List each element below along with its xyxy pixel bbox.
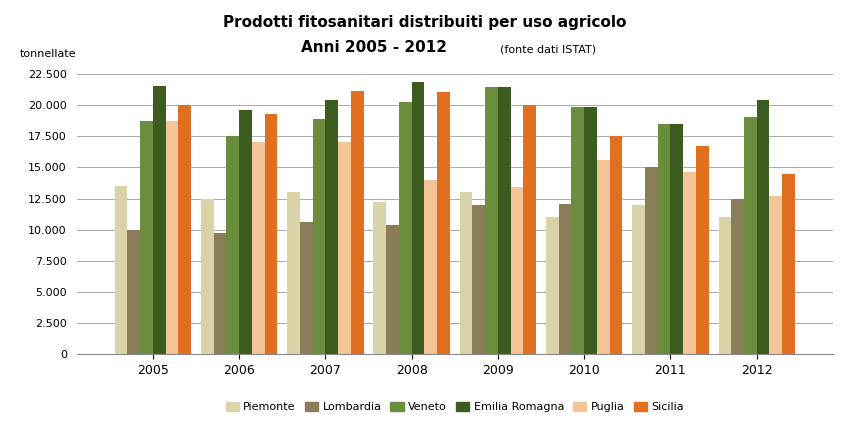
Bar — [338, 142, 351, 354]
Text: tonnellate: tonnellate — [20, 49, 76, 59]
Bar — [473, 205, 485, 354]
Bar — [411, 82, 424, 354]
Bar — [226, 136, 239, 354]
Bar — [683, 172, 696, 354]
Bar — [731, 198, 744, 354]
Bar — [744, 117, 756, 354]
Bar — [252, 142, 264, 354]
Text: Prodotti fitosanitari distribuiti per uso agricolo: Prodotti fitosanitari distribuiti per us… — [224, 14, 626, 30]
Bar — [571, 108, 584, 354]
Text: Anni 2005 - 2012: Anni 2005 - 2012 — [301, 40, 447, 55]
Bar — [287, 192, 300, 354]
Bar — [213, 233, 226, 354]
Bar — [300, 222, 313, 354]
Bar — [326, 100, 338, 354]
Bar — [424, 180, 437, 354]
Bar — [756, 100, 769, 354]
Bar — [718, 217, 731, 354]
Bar — [782, 173, 795, 354]
Bar — [201, 198, 213, 354]
Bar — [524, 105, 536, 354]
Bar — [769, 196, 782, 354]
Legend: Piemonte, Lombardia, Veneto, Emilia Romagna, Puglia, Sicilia: Piemonte, Lombardia, Veneto, Emilia Roma… — [221, 398, 688, 417]
Bar — [128, 230, 140, 354]
Bar — [313, 119, 326, 354]
Bar — [115, 186, 128, 354]
Bar — [609, 136, 622, 354]
Bar — [437, 92, 450, 354]
Bar — [178, 105, 191, 354]
Bar — [658, 124, 671, 354]
Bar — [153, 86, 166, 354]
Bar — [498, 87, 511, 354]
Text: (fonte dati ISTAT): (fonte dati ISTAT) — [500, 45, 597, 55]
Bar — [140, 121, 153, 354]
Bar — [584, 108, 597, 354]
Bar — [546, 217, 558, 354]
Bar — [696, 146, 709, 354]
Bar — [485, 87, 498, 354]
Bar — [632, 205, 645, 354]
Bar — [645, 168, 658, 354]
Bar — [558, 203, 571, 354]
Bar — [597, 160, 609, 354]
Bar — [386, 225, 399, 354]
Bar — [264, 114, 277, 354]
Bar — [460, 192, 473, 354]
Bar — [671, 124, 683, 354]
Bar — [239, 110, 252, 354]
Bar — [351, 91, 364, 354]
Bar — [511, 187, 524, 354]
Bar — [399, 103, 411, 354]
Bar — [166, 121, 178, 354]
Bar — [373, 202, 386, 354]
